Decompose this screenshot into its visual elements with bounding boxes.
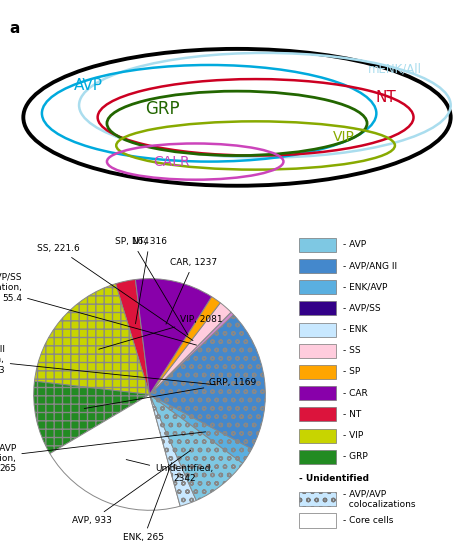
Text: Unidentified,
2342: Unidentified, 2342 — [126, 460, 213, 483]
Bar — [299, 259, 337, 273]
Text: AVP/ANG II
colocalization,
2243: AVP/ANG II colocalization, 2243 — [0, 345, 216, 385]
Text: - GRP: - GRP — [343, 453, 368, 461]
Text: VIP, 2081: VIP, 2081 — [99, 315, 223, 349]
Wedge shape — [149, 394, 243, 500]
Text: AVP, 933: AVP, 933 — [72, 450, 191, 525]
Bar — [299, 514, 337, 528]
Text: CALR: CALR — [154, 155, 190, 168]
Text: - Core cells: - Core cells — [343, 516, 393, 525]
Bar — [299, 238, 337, 252]
Text: - ENK: - ENK — [343, 325, 367, 334]
Text: - AVP: - AVP — [343, 240, 366, 249]
Text: SP, 164: SP, 164 — [115, 237, 188, 335]
Text: a: a — [9, 21, 20, 36]
Text: NT, 316: NT, 316 — [132, 237, 167, 324]
Wedge shape — [149, 297, 220, 394]
Text: - AVP/AVP
  colocalizations: - AVP/AVP colocalizations — [343, 490, 416, 509]
Text: - SS: - SS — [343, 346, 361, 355]
Bar — [299, 386, 337, 400]
Text: - NT: - NT — [343, 410, 362, 419]
Wedge shape — [149, 312, 234, 394]
Text: SS, 221.6: SS, 221.6 — [37, 244, 193, 341]
Bar — [299, 492, 337, 507]
Text: GRP: GRP — [146, 100, 180, 118]
Bar — [299, 301, 337, 315]
Text: AVP/SS
colocalization,
55.4: AVP/SS colocalization, 55.4 — [0, 273, 197, 345]
Text: AVP: AVP — [74, 78, 103, 93]
Wedge shape — [149, 394, 196, 506]
Text: GRP, 1169: GRP, 1169 — [84, 379, 256, 409]
Wedge shape — [149, 394, 252, 463]
Bar — [299, 450, 337, 464]
Bar — [299, 322, 337, 336]
Text: CAR, 1237: CAR, 1237 — [166, 258, 217, 324]
Text: ENK/AVP
colocalization,
265: ENK/AVP colocalization, 265 — [0, 432, 206, 473]
Text: - AVP/ANG II: - AVP/ANG II — [343, 261, 397, 270]
Bar — [299, 365, 337, 379]
Wedge shape — [50, 394, 180, 510]
Text: - AVP/SS: - AVP/SS — [343, 304, 381, 313]
Text: - SP: - SP — [343, 368, 360, 376]
Text: - Unidentified: - Unidentified — [299, 474, 369, 483]
Wedge shape — [35, 284, 149, 394]
Text: - CAR: - CAR — [343, 389, 368, 398]
Bar — [299, 344, 337, 358]
Wedge shape — [136, 279, 212, 394]
Wedge shape — [34, 381, 149, 454]
Text: mENK/All: mENK/All — [368, 62, 422, 76]
Text: - VIP: - VIP — [343, 431, 364, 440]
Wedge shape — [149, 315, 265, 449]
Wedge shape — [116, 280, 149, 394]
Wedge shape — [149, 303, 231, 394]
Text: VIP: VIP — [333, 131, 355, 145]
Bar — [299, 429, 337, 443]
Bar — [299, 280, 337, 294]
Text: ENK, 265: ENK, 265 — [123, 463, 172, 543]
Bar — [299, 408, 337, 421]
Text: - ENK/AVP: - ENK/AVP — [343, 282, 388, 292]
Text: NT: NT — [375, 90, 396, 105]
